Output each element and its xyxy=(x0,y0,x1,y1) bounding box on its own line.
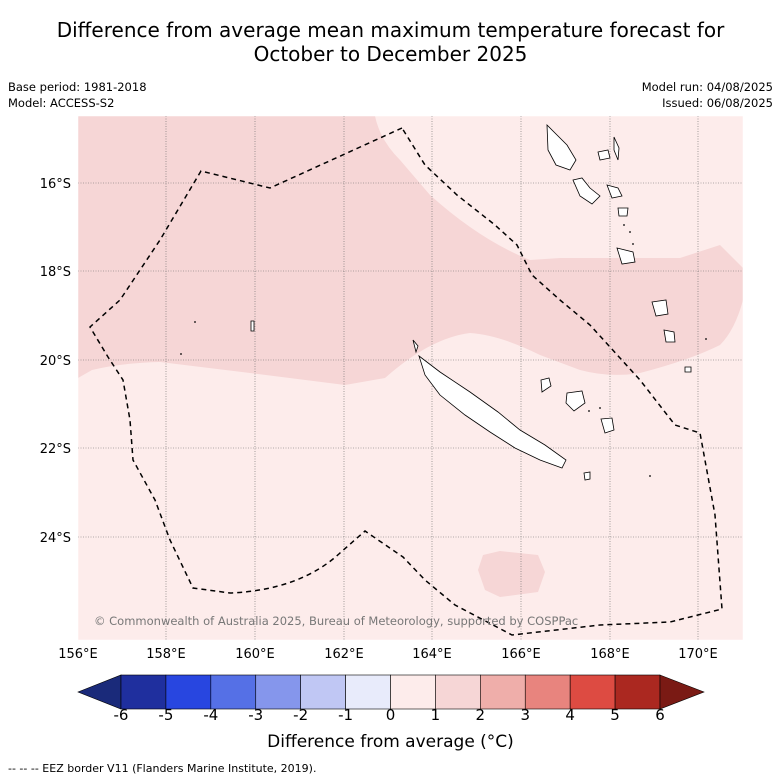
efate-island xyxy=(618,208,628,216)
hunter-island xyxy=(664,330,675,342)
colorbar-cell xyxy=(615,675,660,709)
lon-label: 168°E xyxy=(590,647,630,662)
colorbar-cell xyxy=(391,675,436,709)
colorbar-cell xyxy=(211,675,256,709)
lon-label: 162°E xyxy=(324,647,364,662)
map-area: © Commonwealth of Australia 2025, Bureau… xyxy=(78,116,743,640)
colorbar-cell xyxy=(346,675,391,709)
map-figure: © Commonwealth of Australia 2025, Bureau… xyxy=(0,0,781,781)
colorbar-tick-label: 6 xyxy=(655,706,665,724)
colorbar-cell xyxy=(570,675,615,709)
lat-label: 20°S xyxy=(40,354,71,369)
small-island-east xyxy=(685,367,691,372)
colorbar-tick-label: -5 xyxy=(158,706,173,724)
colorbar-cells xyxy=(121,675,660,709)
copyright-text: © Commonwealth of Australia 2025, Bureau… xyxy=(94,614,578,628)
colorbar-tick-label: -4 xyxy=(203,706,218,724)
colorbar-tick-label: -3 xyxy=(248,706,263,724)
latitude-labels: 16°S 18°S 20°S 22°S 24°S xyxy=(40,177,71,546)
lon-label: 156°E xyxy=(58,647,98,662)
lat-label: 24°S xyxy=(40,531,71,546)
longitude-labels: 156°E 158°E 160°E 162°E 164°E 166°E 168°… xyxy=(58,647,718,662)
colorbar-tick-label: 4 xyxy=(565,706,575,724)
colorbar-cell xyxy=(480,675,525,709)
colorbar-tick-label: 3 xyxy=(520,706,530,724)
eez-footer-note: -- -- -- EEZ border V11 (Flanders Marine… xyxy=(8,762,316,775)
colorbar-tick-label: -1 xyxy=(338,706,353,724)
lon-label: 164°E xyxy=(412,647,452,662)
colorbar-cell xyxy=(121,675,166,709)
lat-label: 22°S xyxy=(40,442,71,457)
lon-label: 158°E xyxy=(146,647,186,662)
maewo-island xyxy=(598,150,610,160)
anomaly-region-1-2-south xyxy=(478,551,545,597)
lon-label: 166°E xyxy=(501,647,541,662)
colorbar-cell xyxy=(435,675,480,709)
lon-label: 160°E xyxy=(235,647,275,662)
chesterfield-islands xyxy=(251,321,254,331)
colorbar-tick-label: -2 xyxy=(293,706,308,724)
colorbar-cell xyxy=(525,675,570,709)
colorbar-tick-label: 1 xyxy=(431,706,441,724)
colorbar-under-arrow xyxy=(78,675,121,709)
colorbar: -6 -5 -4 -3 -2 -1 0 1 2 3 4 5 6 xyxy=(78,675,704,724)
colorbar-tick-label: -6 xyxy=(114,706,129,724)
colorbar-cell xyxy=(301,675,346,709)
lon-label: 170°E xyxy=(678,647,718,662)
colorbar-tick-label: 0 xyxy=(386,706,396,724)
lat-label: 16°S xyxy=(40,177,71,192)
colorbar-tick-label: 5 xyxy=(610,706,620,724)
colorbar-label: Difference from average (°C) xyxy=(0,732,781,752)
colorbar-cell xyxy=(256,675,301,709)
colorbar-tick-label: 2 xyxy=(476,706,486,724)
lat-label: 18°S xyxy=(40,265,71,280)
colorbar-cell xyxy=(166,675,211,709)
isle-of-pines xyxy=(584,472,590,480)
colorbar-over-arrow xyxy=(660,675,704,709)
